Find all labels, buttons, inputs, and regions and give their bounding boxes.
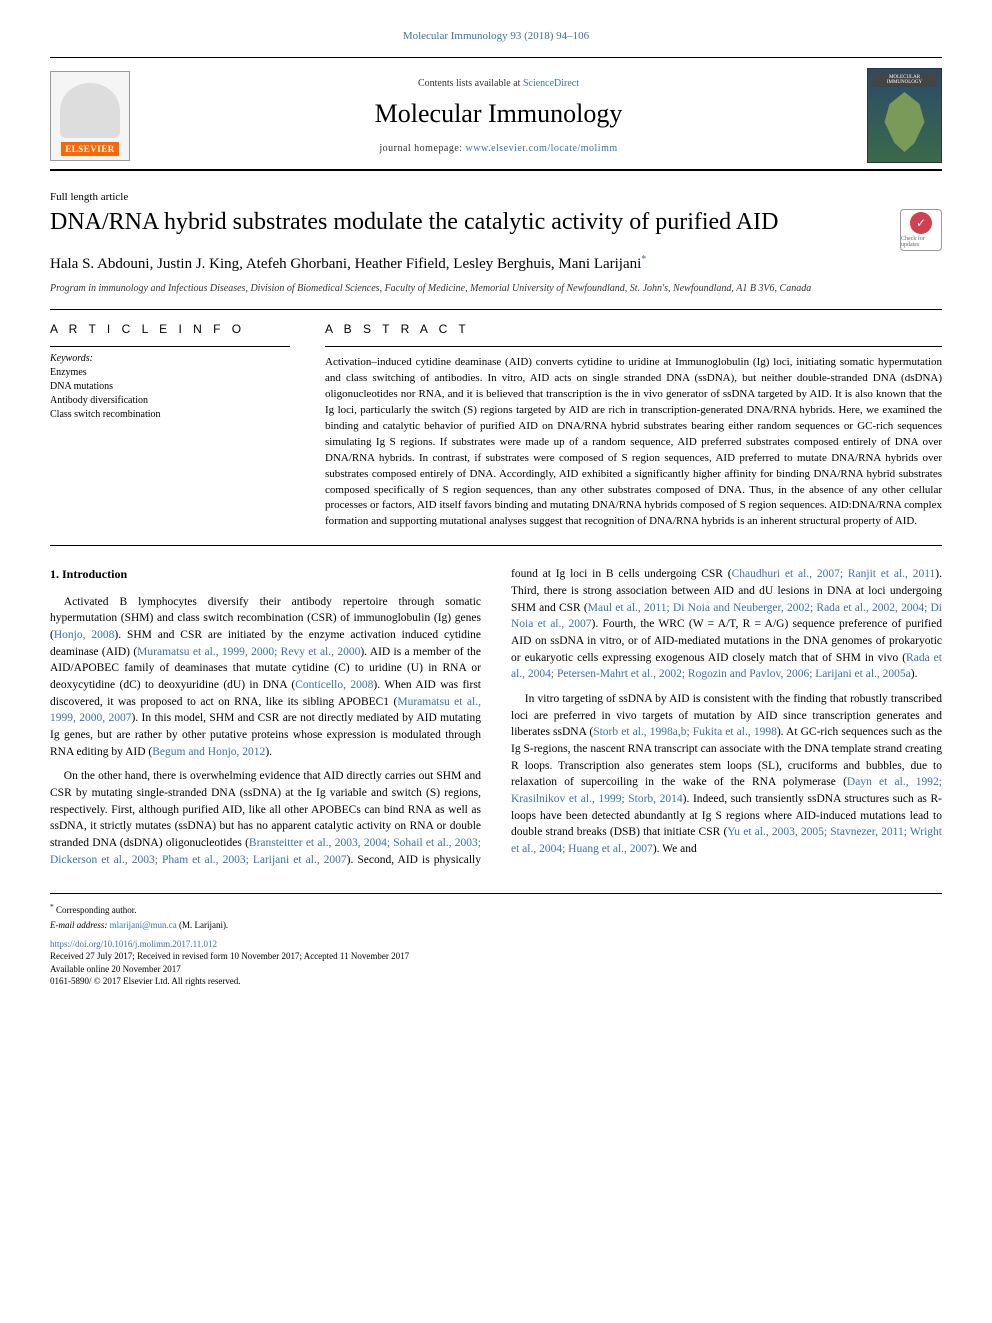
title-row: DNA/RNA hybrid substrates modulate the c… xyxy=(50,209,942,254)
footer: * Corresponding author. E-mail address: … xyxy=(50,893,942,988)
keywords-list: Enzymes DNA mutations Antibody diversifi… xyxy=(50,366,290,422)
article-info-head: A R T I C L E I N F O xyxy=(50,322,290,336)
banner-center: Contents lists available at ScienceDirec… xyxy=(145,78,852,154)
keyword: DNA mutations xyxy=(50,380,290,394)
email-line: E-mail address: mlarijani@mun.ca (M. Lar… xyxy=(50,919,942,932)
corr-text: Corresponding author. xyxy=(54,905,137,915)
article-info-col: A R T I C L E I N F O Keywords: Enzymes … xyxy=(50,322,290,530)
ref-link[interactable]: Honjo, 2008 xyxy=(54,629,115,641)
ref-link[interactable]: Storb et al., 1998a,b; Fukita et al., 19… xyxy=(593,726,777,738)
ref-link[interactable]: Conticello, 2008 xyxy=(295,679,373,691)
authors: Hala S. Abdouni, Justin J. King, Atefeh … xyxy=(50,254,942,273)
publisher-name: ELSEVIER xyxy=(61,142,119,156)
checkmark-label: Check for updates xyxy=(901,236,941,248)
body-columns: 1. Introduction Activated B lymphocytes … xyxy=(50,566,942,868)
journal-reference: Molecular Immunology 93 (2018) 94–106 xyxy=(50,30,942,42)
divider xyxy=(50,309,942,310)
email-link[interactable]: mlarijani@mun.ca xyxy=(110,920,177,930)
ref-link[interactable]: Begum and Honjo, 2012 xyxy=(152,746,265,758)
email-tail: (M. Larijani). xyxy=(177,920,228,930)
available-line: Available online 20 November 2017 xyxy=(50,963,942,976)
cover-map-icon xyxy=(880,92,930,152)
cover-title: MOLECULAR IMMUNOLOGY xyxy=(872,73,937,87)
article-type: Full length article xyxy=(50,191,942,203)
text: ). xyxy=(911,668,918,680)
sciencedirect-link[interactable]: ScienceDirect xyxy=(523,78,579,89)
paragraph: Activated B lymphocytes diversify their … xyxy=(50,594,481,761)
doi-link[interactable]: https://doi.org/10.1016/j.molimm.2017.11… xyxy=(50,938,942,951)
homepage-prefix: journal homepage: xyxy=(379,143,465,154)
checkmark-icon: ✓ xyxy=(910,212,932,234)
intro-heading: 1. Introduction xyxy=(50,566,481,583)
ref-link[interactable]: Chaudhuri et al., 2007; Ranjit et al., 2… xyxy=(732,568,936,580)
abstract-text: Activation–induced cytidine deaminase (A… xyxy=(325,346,942,530)
ref-link[interactable]: Muramatsu et al., 1999, 2000; Revy et al… xyxy=(137,646,360,658)
abstract-col: A B S T R A C T Activation–induced cytid… xyxy=(325,322,942,530)
received-line: Received 27 July 2017; Received in revis… xyxy=(50,950,942,963)
info-abstract-row: A R T I C L E I N F O Keywords: Enzymes … xyxy=(50,322,942,530)
keywords-label: Keywords: xyxy=(50,346,290,364)
journal-name: Molecular Immunology xyxy=(145,99,852,129)
homepage-line: journal homepage: www.elsevier.com/locat… xyxy=(145,143,852,154)
paragraph: In vitro targeting of ssDNA by AID is co… xyxy=(511,691,942,858)
text: ). We and xyxy=(653,843,697,855)
author-names: Hala S. Abdouni, Justin J. King, Atefeh … xyxy=(50,256,641,272)
keyword: Antibody diversification xyxy=(50,394,290,408)
text: ). xyxy=(265,746,272,758)
copyright-line: 0161-5890/ © 2017 Elsevier Ltd. All righ… xyxy=(50,975,942,988)
article-title: DNA/RNA hybrid substrates modulate the c… xyxy=(50,209,880,236)
publisher-logo: ELSEVIER xyxy=(50,71,130,161)
keyword: Enzymes xyxy=(50,366,290,380)
homepage-link[interactable]: www.elsevier.com/locate/molimm xyxy=(466,143,618,154)
divider xyxy=(50,545,942,546)
elsevier-tree-icon xyxy=(60,83,120,138)
corresponding-note: * Corresponding author. xyxy=(50,902,942,917)
journal-banner: ELSEVIER Contents lists available at Sci… xyxy=(50,57,942,171)
check-updates-badge[interactable]: ✓ Check for updates xyxy=(900,209,942,251)
keyword: Class switch recombination xyxy=(50,408,290,422)
journal-cover: MOLECULAR IMMUNOLOGY xyxy=(867,68,942,163)
email-label: E-mail address: xyxy=(50,920,110,930)
affiliation: Program in immunology and Infectious Dis… xyxy=(50,283,942,294)
lists-available: Contents lists available at ScienceDirec… xyxy=(145,78,852,89)
corresponding-mark[interactable]: * xyxy=(641,254,646,265)
abstract-head: A B S T R A C T xyxy=(325,322,942,336)
lists-prefix: Contents lists available at xyxy=(418,78,523,89)
